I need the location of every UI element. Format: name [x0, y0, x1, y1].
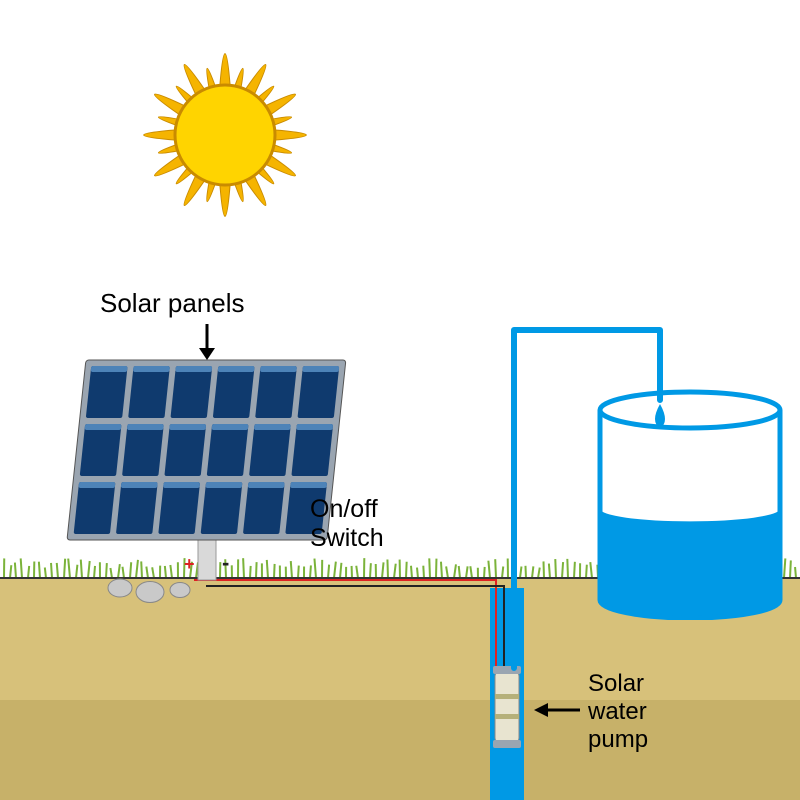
svg-text:-: -: [222, 550, 229, 575]
solar-panels-label: Solar panels: [100, 288, 245, 319]
water-tank-icon: [580, 380, 800, 620]
svg-text:+: +: [184, 554, 195, 574]
arrow-left-icon: [532, 700, 582, 720]
switch-label: On/off Switch: [310, 495, 384, 553]
pump-label: Solar water pump: [588, 670, 648, 754]
solar-panel-icon: + -: [48, 340, 368, 600]
solar-water-pump-icon: [493, 666, 521, 748]
arrow-down-icon: [192, 322, 222, 362]
